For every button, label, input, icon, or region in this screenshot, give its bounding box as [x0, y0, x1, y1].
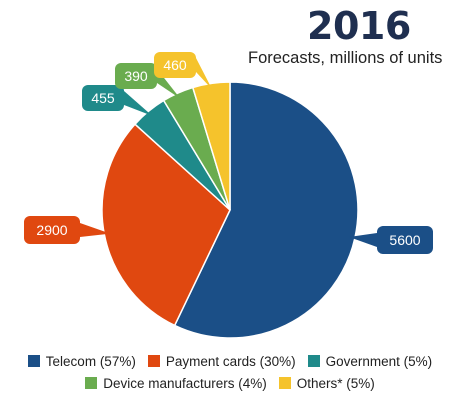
legend: Telecom (57%) Payment cards (30%) Govern…	[0, 350, 460, 394]
pie-slice-others	[191, 81, 231, 211]
data-label-telecom: 5600	[389, 232, 420, 248]
data-label-device-manufacturers: 390	[124, 68, 148, 84]
legend-swatch-government	[307, 355, 320, 367]
callout-pointer	[124, 91, 153, 116]
legend-item-telecom: Telecom (57%)	[27, 353, 136, 369]
callout-box	[82, 85, 124, 111]
callout-box	[115, 63, 157, 89]
legend-label-telecom: Telecom (57%)	[45, 353, 136, 369]
data-label-others: 460	[163, 57, 187, 73]
legend-swatch-telecom	[27, 355, 40, 367]
callout-box	[154, 52, 196, 78]
chart-title: 2016	[307, 4, 411, 48]
legend-label-others: Others* (5%)	[296, 375, 375, 391]
callout-pointer	[349, 233, 377, 247]
value-callout-others: 460	[154, 52, 213, 90]
data-label-government: 455	[91, 90, 115, 106]
legend-item-government: Government (5%)	[307, 353, 433, 369]
legend-label-device-manufacturers: Device manufacturers (4%)	[103, 375, 267, 391]
legend-swatch-payment-cards	[147, 355, 160, 367]
legend-item-others: Others* (5%)	[278, 375, 375, 391]
value-callout-payment-cards: 2900	[24, 216, 111, 244]
legend-swatch-others	[278, 377, 291, 389]
callout-pointer	[80, 223, 111, 237]
legend-label-government: Government (5%)	[325, 353, 433, 369]
legend-item-payment-cards: Payment cards (30%)	[147, 353, 296, 369]
pie-slice-payment-cards	[101, 123, 231, 327]
callout-box	[377, 226, 433, 254]
value-callout-government: 455	[82, 85, 153, 116]
callout-box	[24, 216, 80, 244]
chart-subtitle: Forecasts, millions of units	[248, 49, 443, 67]
data-label-payment-cards: 2900	[36, 222, 67, 238]
callout-pointer	[196, 58, 213, 90]
legend-label-payment-cards: Payment cards (30%)	[165, 353, 296, 369]
value-callout-telecom: 5600	[349, 226, 433, 254]
legend-swatch-device-manufacturers	[85, 377, 98, 389]
legend-item-device-manufacturers: Device manufacturers (4%)	[85, 376, 267, 391]
